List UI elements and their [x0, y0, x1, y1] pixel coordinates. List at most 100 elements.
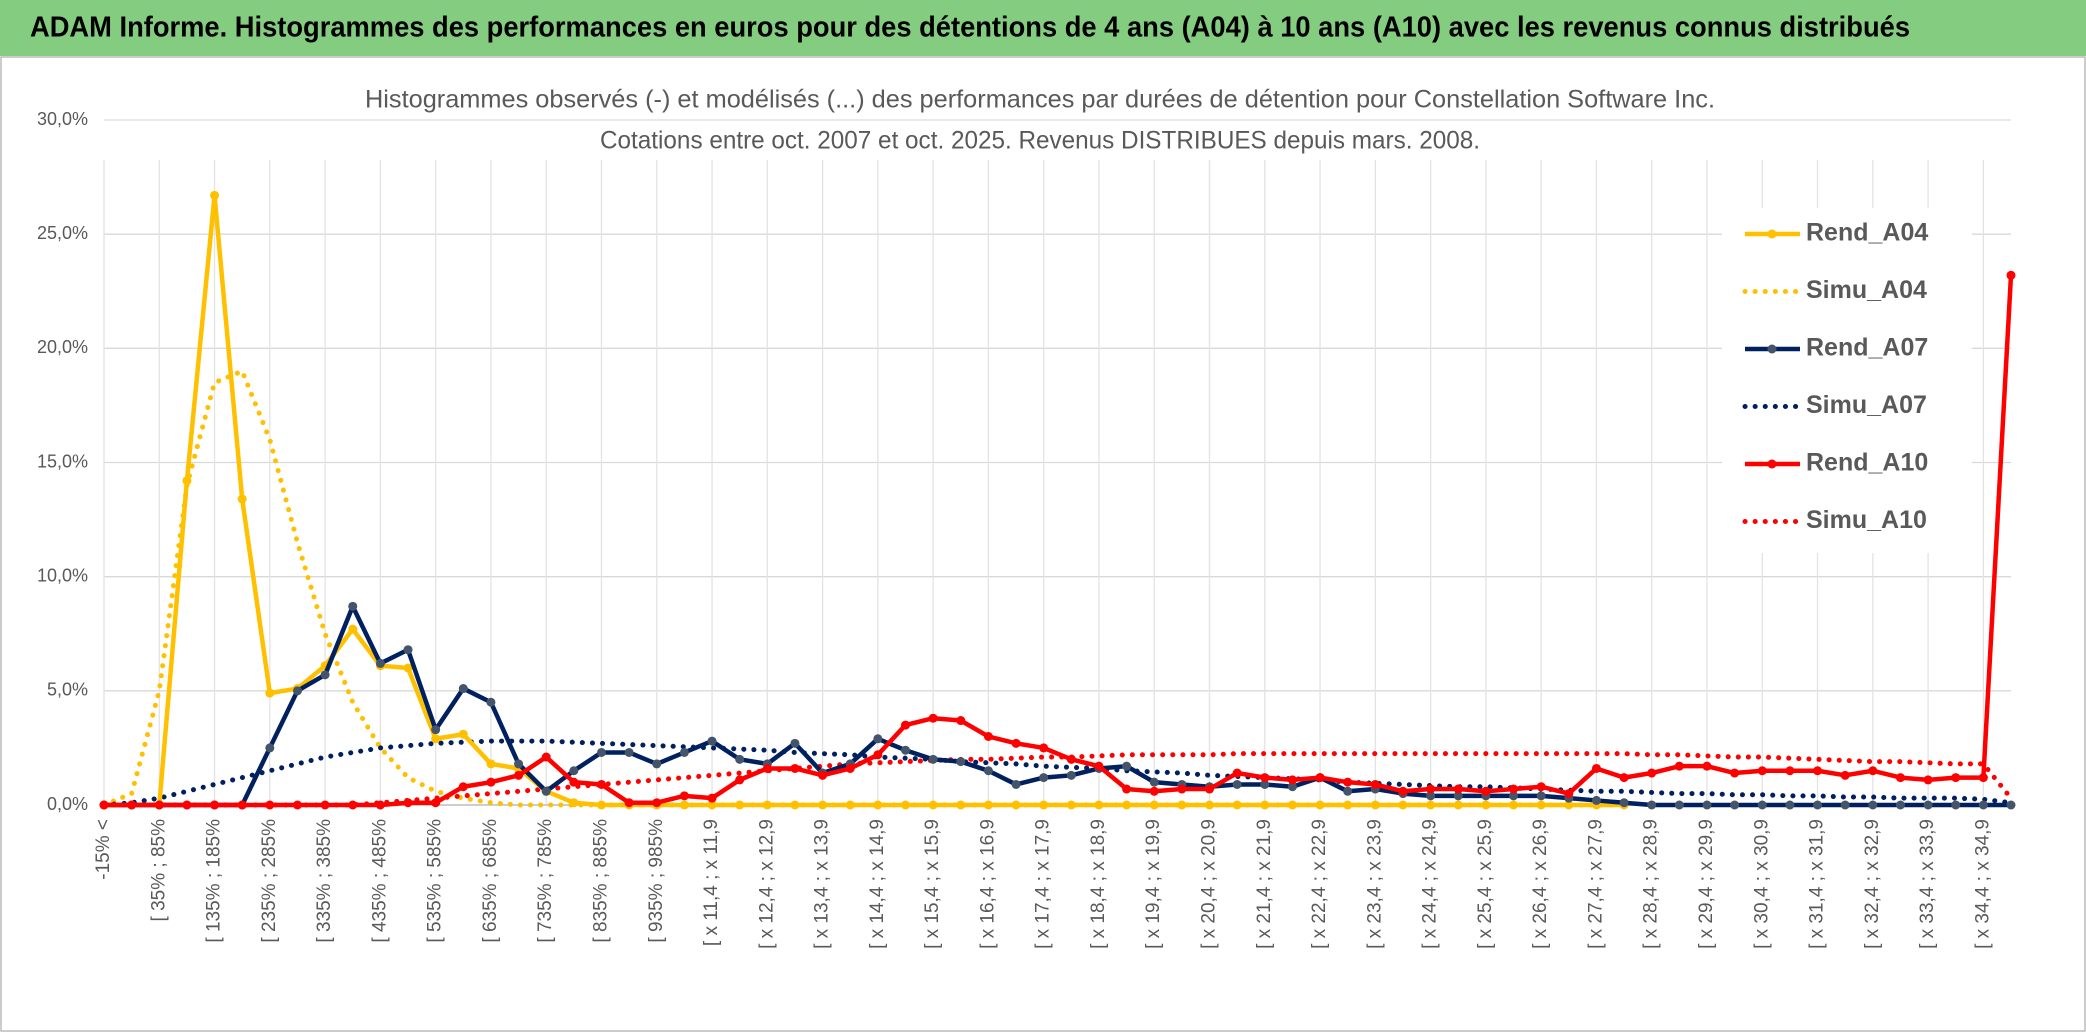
point-marker [1066, 800, 1076, 810]
point-marker [1730, 768, 1740, 778]
x-tick-label: [ 135% ; 185% [204, 819, 225, 943]
point-marker [1564, 800, 1574, 810]
point-marker [541, 786, 551, 796]
point-marker [1536, 782, 1546, 792]
point-marker [265, 688, 275, 698]
point-marker [1923, 775, 1933, 785]
point-marker [652, 759, 662, 769]
point-marker [1591, 763, 1601, 773]
point-marker [1564, 789, 1574, 799]
point-marker [375, 658, 385, 668]
header-title: ADAM Informe. Histogrammes des performan… [30, 12, 1910, 44]
x-tick-label: [ x 26,4 ; x 26,9 [1530, 819, 1551, 949]
point-marker [541, 752, 551, 762]
point-marker [375, 800, 385, 810]
point-marker [845, 763, 855, 773]
point-marker [1536, 800, 1546, 810]
legend-marker [1767, 459, 1777, 469]
point-marker [569, 777, 579, 787]
point-marker [1205, 784, 1215, 794]
x-tick-label: [ x 25,4 ; x 25,9 [1475, 819, 1496, 949]
x-tick-label: [ 335% ; 385% [314, 819, 335, 943]
series-line [104, 604, 2011, 808]
point-marker [1370, 800, 1380, 810]
point-marker [1122, 761, 1132, 771]
x-tick-label: [ x 27,4 ; x 27,9 [1585, 819, 1606, 949]
point-marker [1094, 800, 1104, 810]
point-marker [1426, 784, 1436, 794]
point-marker [486, 759, 496, 769]
x-tick-label: [ x 34,4 ; x 34,9 [1972, 819, 1993, 949]
point-marker [1205, 800, 1215, 810]
point-marker [1481, 800, 1491, 810]
point-marker [956, 800, 966, 810]
point-marker [1066, 770, 1076, 780]
point-marker [1813, 800, 1823, 810]
y-tick-label: 15,0% [37, 451, 88, 471]
point-marker [1011, 779, 1021, 789]
point-marker [928, 800, 938, 810]
header-band [0, 0, 2086, 56]
point-marker [1315, 800, 1325, 810]
point-marker [1757, 800, 1767, 810]
point-marker [762, 800, 772, 810]
point-marker [1260, 773, 1270, 783]
x-tick-label: [ x 21,4 ; x 21,9 [1254, 819, 1275, 949]
point-marker [2006, 270, 2016, 280]
point-marker [1287, 775, 1297, 785]
point-marker [1840, 800, 1850, 810]
point-marker [983, 766, 993, 776]
point-marker [735, 754, 745, 764]
point-marker [1978, 800, 1988, 810]
point-marker [1813, 766, 1823, 776]
x-tick-label: [ x 16,4 ; x 16,9 [977, 819, 998, 949]
point-marker [900, 800, 910, 810]
y-tick-label: 5,0% [47, 680, 88, 700]
legend-label: Simu_A04 [1806, 276, 1927, 304]
point-marker [873, 750, 883, 760]
point-marker [1702, 761, 1712, 771]
point-marker [431, 725, 441, 735]
point-marker [320, 670, 330, 680]
point-marker [956, 757, 966, 767]
x-tick-label: [ 35% ; 85% [148, 819, 169, 922]
point-marker [1426, 791, 1436, 801]
legend-label: Rend_A07 [1806, 334, 1928, 362]
series-line [104, 275, 2014, 808]
point-marker [1951, 800, 1961, 810]
point-marker [1730, 800, 1740, 810]
point-marker [1011, 800, 1021, 810]
point-marker [596, 800, 606, 810]
x-tick-label: -15% < [93, 819, 114, 880]
point-marker [707, 800, 717, 810]
point-marker [1840, 770, 1850, 780]
point-marker [1619, 773, 1629, 783]
point-marker [707, 736, 717, 746]
point-marker [210, 800, 220, 810]
legend-marker [1767, 344, 1777, 354]
point-marker [127, 800, 137, 810]
point-marker [1426, 800, 1436, 810]
point-marker [182, 476, 192, 486]
point-marker [486, 777, 496, 787]
point-marker [292, 686, 302, 696]
point-marker [403, 798, 413, 808]
point-marker [154, 800, 164, 810]
point-marker [458, 729, 468, 739]
point-marker [790, 800, 800, 810]
point-marker [292, 800, 302, 810]
point-marker [1398, 800, 1408, 810]
point-marker [265, 743, 275, 753]
point-marker [679, 791, 689, 801]
x-tick-label: [ x 22,4 ; x 22,9 [1309, 819, 1330, 949]
point-marker [928, 713, 938, 723]
point-marker [1895, 800, 1905, 810]
point-marker [873, 734, 883, 744]
chart-subtitle: Cotations entre oct. 2007 et oct. 2025. … [600, 127, 1480, 155]
x-tick-label: [ 835% ; 885% [590, 819, 611, 943]
point-marker [1232, 768, 1242, 778]
chart-title: Histogrammes observés (-) et modélisés (… [365, 86, 1715, 114]
x-tick-label: [ x 24,4 ; x 24,9 [1420, 819, 1441, 949]
x-tick-label: [ x 30,4 ; x 30,9 [1751, 819, 1772, 949]
point-marker [265, 800, 275, 810]
